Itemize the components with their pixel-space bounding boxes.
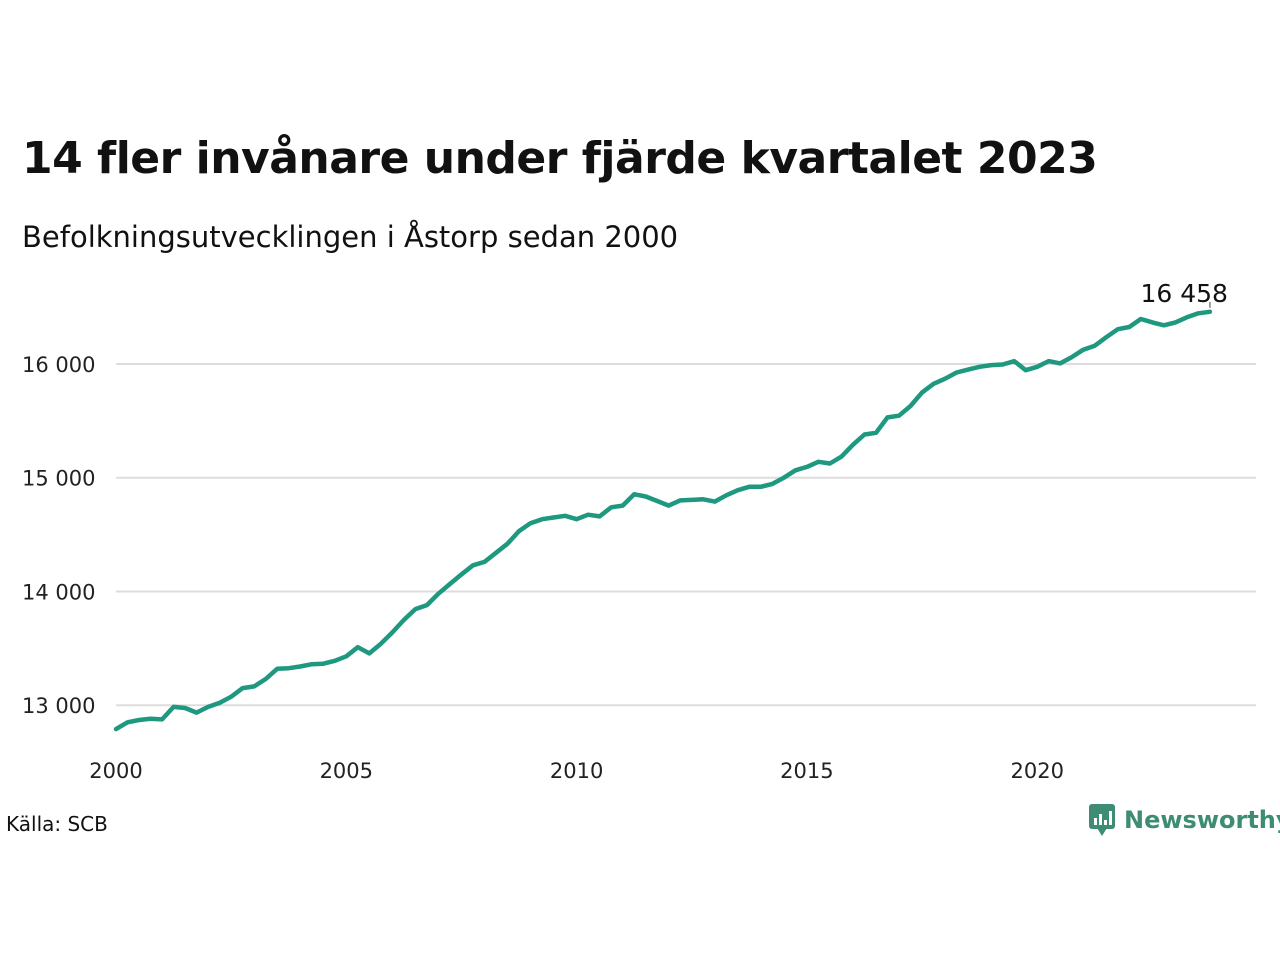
x-tick-label: 2000 — [89, 759, 142, 783]
chart-title: 14 fler invånare under fjärde kvartalet … — [22, 133, 1098, 184]
y-axis-tick-labels: 13 000 14 000 15 000 16 000 — [22, 353, 95, 718]
source-note: Källa: SCB — [6, 812, 108, 836]
x-tick-label: 2020 — [1010, 759, 1063, 783]
gridlines — [116, 362, 1256, 707]
brand-name: Newsworthy — [1124, 806, 1280, 834]
annotations: 16 458 — [1140, 279, 1227, 308]
x-axis-tick-labels: 2000 2005 2010 2015 2020 — [89, 759, 1064, 783]
y-tick-label: 14 000 — [22, 580, 95, 604]
x-tick-label: 2010 — [550, 759, 603, 783]
end-value-label: 16 458 — [1140, 279, 1227, 308]
chart-subtitle: Befolkningsutvecklingen i Åstorp sedan 2… — [22, 220, 679, 254]
x-tick-label: 2005 — [320, 759, 373, 783]
y-tick-label: 13 000 — [22, 694, 95, 718]
newsworthy-chart-bubble-icon — [1089, 804, 1115, 836]
population-line — [113, 309, 1213, 732]
brand-logo[interactable]: Newsworthy — [1088, 803, 1280, 837]
y-tick-label: 16 000 — [22, 353, 95, 377]
y-tick-label: 15 000 — [22, 467, 95, 491]
x-tick-label: 2015 — [780, 759, 833, 783]
series-layer — [113, 309, 1213, 732]
